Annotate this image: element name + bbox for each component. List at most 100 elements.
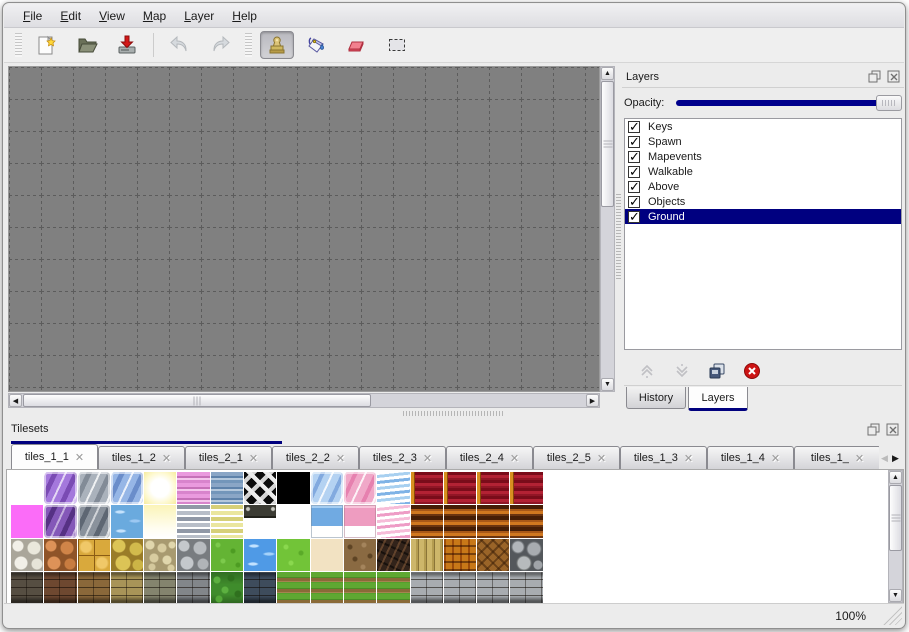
new-map-button[interactable] bbox=[30, 31, 64, 59]
tile-glass-purple-dk[interactable] bbox=[44, 505, 77, 538]
menu-item-layer[interactable]: Layer bbox=[184, 8, 215, 23]
tile-grass-bright[interactable] bbox=[277, 538, 310, 571]
select-tool-button[interactable] bbox=[380, 31, 414, 59]
layer-visibility-checkbox[interactable] bbox=[628, 149, 640, 165]
menu-item-file[interactable]: File bbox=[23, 8, 43, 23]
layer-visibility-checkbox[interactable] bbox=[628, 134, 640, 150]
float-icon[interactable] bbox=[866, 423, 880, 436]
menu-item-map[interactable]: Map bbox=[142, 8, 167, 23]
tile-grasspath[interactable] bbox=[343, 571, 377, 603]
tileset-tab-tiles_2_3[interactable]: tiles_2_3 bbox=[359, 446, 446, 469]
map-canvas[interactable] bbox=[8, 66, 600, 392]
resize-grip[interactable] bbox=[882, 605, 902, 625]
tile-glass-purple[interactable] bbox=[44, 472, 77, 505]
tile-glass-pink[interactable] bbox=[343, 472, 377, 505]
tileset-tab-tiles_2_5[interactable]: tiles_2_5 bbox=[533, 446, 620, 469]
tile-shingles[interactable] bbox=[377, 538, 410, 571]
tileset-tab-tiles_2_1[interactable]: tiles_2_1 bbox=[185, 446, 272, 469]
tile-glow-yellow[interactable] bbox=[144, 472, 177, 505]
menu-item-help[interactable]: Help bbox=[232, 8, 257, 23]
tile-hedge[interactable] bbox=[210, 571, 244, 603]
tile-magenta[interactable] bbox=[11, 505, 44, 538]
tile-water[interactable] bbox=[244, 538, 277, 571]
dock-tab-layers[interactable]: Layers bbox=[688, 387, 748, 411]
scroll-down-icon[interactable] bbox=[889, 589, 902, 602]
opacity-slider[interactable] bbox=[676, 95, 902, 111]
tile-brick-light[interactable] bbox=[477, 571, 510, 603]
tile-water-tex[interactable] bbox=[110, 505, 144, 538]
tile-path-white[interactable] bbox=[11, 538, 44, 571]
tile-wall-dark[interactable] bbox=[11, 571, 44, 603]
layer-row[interactable]: Ground bbox=[625, 209, 901, 225]
delete-layer-button[interactable] bbox=[741, 360, 763, 382]
scrollbar-thumb[interactable] bbox=[889, 485, 902, 551]
tile-logs[interactable] bbox=[510, 538, 543, 571]
scroll-left-icon[interactable] bbox=[9, 394, 22, 407]
tile-wall-tan[interactable] bbox=[77, 571, 110, 603]
toolbar-grip[interactable] bbox=[245, 33, 252, 57]
tile-wave-pink[interactable] bbox=[377, 505, 410, 538]
tile-glass-gray-dk[interactable] bbox=[77, 505, 110, 538]
tile-stripes-gray[interactable] bbox=[177, 505, 210, 538]
tile-curtain-brown[interactable] bbox=[410, 505, 443, 538]
tileset-tab-tiles_2_4[interactable]: tiles_2_4 bbox=[446, 446, 533, 469]
tab-close-icon[interactable] bbox=[597, 452, 606, 465]
tile-pebble-beige[interactable] bbox=[144, 538, 177, 571]
tile-herringbone[interactable] bbox=[477, 538, 510, 571]
tab-close-icon[interactable] bbox=[855, 452, 864, 465]
scrollbar-thumb[interactable] bbox=[601, 81, 614, 207]
layer-visibility-checkbox[interactable] bbox=[628, 194, 640, 210]
canvas-horizontal-scrollbar[interactable] bbox=[8, 393, 600, 408]
tile-grasspath[interactable] bbox=[377, 571, 410, 603]
tilesets-panel-titlebar[interactable]: Tilesets bbox=[5, 418, 905, 440]
tile-basket[interactable] bbox=[443, 538, 477, 571]
tab-close-icon[interactable] bbox=[771, 452, 780, 465]
tile-glass-gray[interactable] bbox=[77, 472, 110, 505]
tile-curtain-red[interactable] bbox=[477, 472, 510, 505]
tileset-tab-tiles_1_1[interactable]: tiles_1_1 bbox=[11, 444, 98, 469]
tileset-tab-tiles_1_2[interactable]: tiles_1_2 bbox=[98, 446, 185, 469]
tile-grass[interactable] bbox=[210, 538, 244, 571]
move-layer-up-button[interactable] bbox=[636, 360, 658, 382]
tile-curtain-red[interactable] bbox=[410, 472, 443, 505]
tile-pink-solid[interactable] bbox=[343, 505, 377, 538]
tileset-tab-tiles_2_2[interactable]: tiles_2_2 bbox=[272, 446, 359, 469]
layer-row[interactable]: Objects bbox=[625, 194, 901, 210]
tile-stripes-blue[interactable] bbox=[210, 472, 244, 505]
tile-wall-stone[interactable] bbox=[144, 571, 177, 603]
layer-row[interactable]: Spawn bbox=[625, 134, 901, 150]
tile-empty[interactable] bbox=[277, 505, 310, 538]
dock-tab-history[interactable]: History bbox=[626, 387, 686, 409]
tileset-vertical-scrollbar[interactable] bbox=[888, 470, 903, 603]
layers-panel-titlebar[interactable]: Layers bbox=[622, 66, 904, 88]
tab-close-icon[interactable] bbox=[423, 452, 432, 465]
tile-dirt[interactable] bbox=[343, 538, 377, 571]
tile-flag-yellow[interactable] bbox=[110, 538, 144, 571]
tileset-tab-tiles_1_3[interactable]: tiles_1_3 bbox=[620, 446, 707, 469]
float-icon[interactable] bbox=[867, 70, 881, 83]
tabs-scroll-left-icon[interactable] bbox=[879, 448, 890, 468]
tile-wall-blue[interactable] bbox=[244, 571, 277, 603]
tile-curtain-brown[interactable] bbox=[477, 505, 510, 538]
tab-close-icon[interactable] bbox=[684, 452, 693, 465]
tile-stone-gray[interactable] bbox=[177, 538, 210, 571]
tile-sign[interactable] bbox=[244, 505, 277, 538]
layer-row[interactable]: Keys bbox=[625, 119, 901, 135]
tile-empty[interactable] bbox=[11, 472, 44, 505]
menu-item-view[interactable]: View bbox=[99, 8, 125, 23]
vertical-splitter[interactable] bbox=[615, 66, 622, 408]
tile-wall-gray[interactable] bbox=[177, 571, 210, 603]
eraser-tool-button[interactable] bbox=[340, 31, 374, 59]
layer-row[interactable]: Walkable bbox=[625, 164, 901, 180]
layer-row[interactable]: Mapevents bbox=[625, 149, 901, 165]
tab-close-icon[interactable] bbox=[510, 452, 519, 465]
tile-curtain-brown[interactable] bbox=[510, 505, 543, 538]
tile-grasspath[interactable] bbox=[310, 571, 343, 603]
move-layer-down-button[interactable] bbox=[671, 360, 693, 382]
layer-visibility-checkbox[interactable] bbox=[628, 179, 640, 195]
scroll-up-icon[interactable] bbox=[601, 67, 614, 80]
scrollbar-thumb[interactable] bbox=[23, 394, 371, 407]
tile-wall-brown[interactable] bbox=[44, 571, 77, 603]
tile-glass-blue[interactable] bbox=[110, 472, 144, 505]
save-map-button[interactable] bbox=[110, 31, 144, 59]
